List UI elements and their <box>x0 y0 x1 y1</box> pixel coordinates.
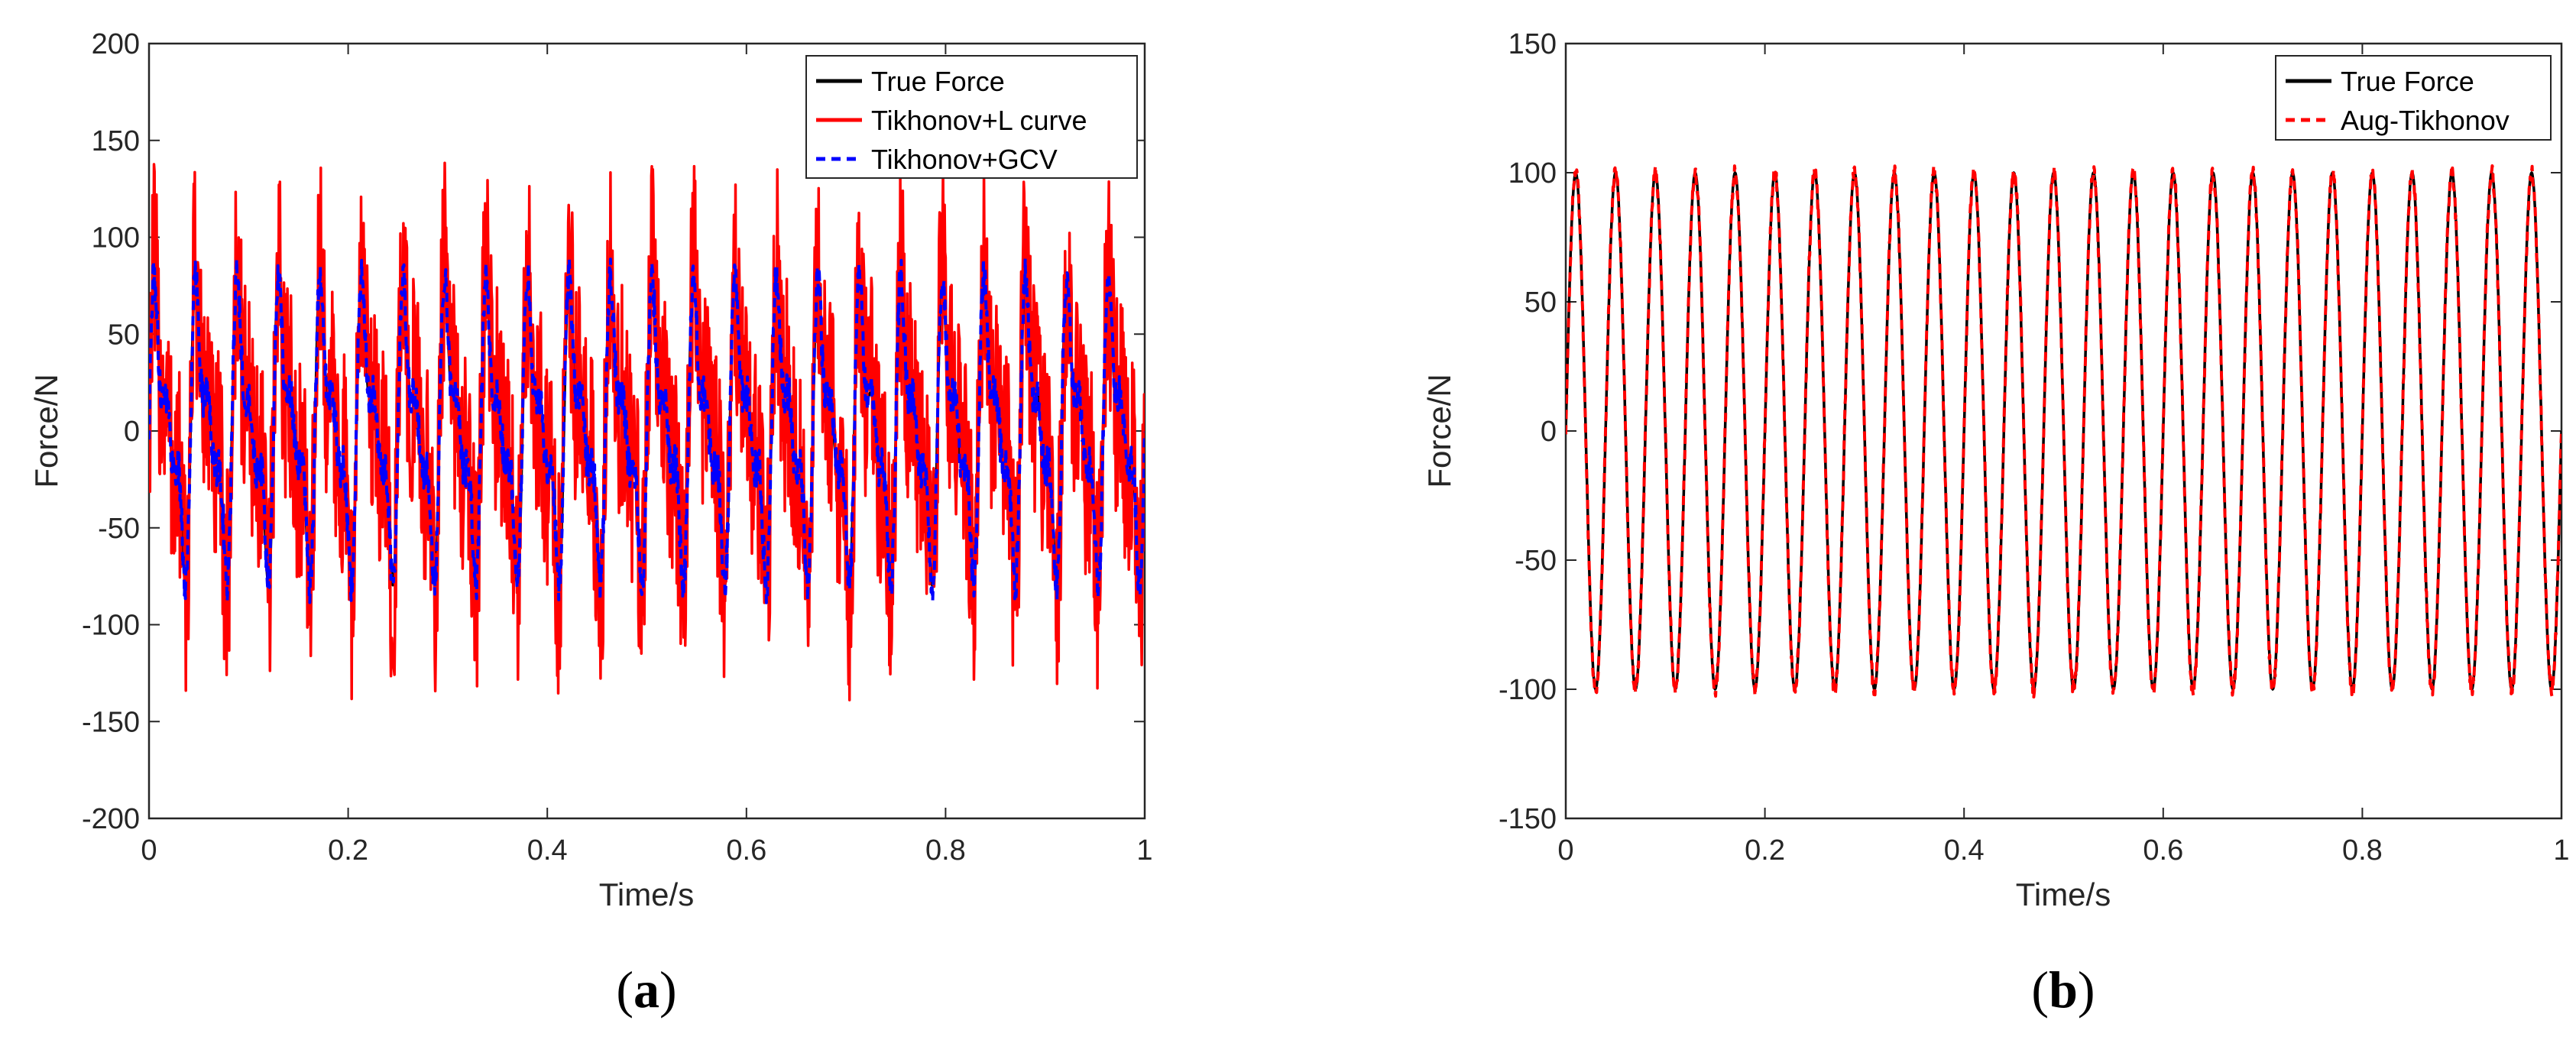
ticks-b: 0 0.2 0.4 0.6 0.8 1 -150 -100 -50 0 50 100 150 <box>1499 28 2570 867</box>
caption-b: (b) <box>2031 961 2095 1019</box>
x-axis-label-b: Time/s <box>2016 876 2111 912</box>
y-tick-label: -200 <box>82 803 140 835</box>
chart-panel-a: 0 0.2 0.4 0.6 0.8 1 -200 -150 -100 -50 0 50 100 150 20… <box>28 28 1153 1019</box>
y-tick-label: 200 <box>92 28 140 60</box>
x-tick-label: 0 <box>141 834 157 867</box>
y-tick-label: -100 <box>82 610 140 642</box>
legend-label-l-curve-a: Tikhonov+L curve <box>871 105 1087 136</box>
caption-letter-a: a <box>633 961 659 1019</box>
chart-panel-b: 0 0.2 0.4 0.6 0.8 1 -150 -100 -50 0 50 100 150 Time/… <box>1421 28 2570 1019</box>
y-tick-label: 100 <box>1508 157 1557 190</box>
x-tick-label: 1 <box>1136 834 1152 867</box>
x-tick-label: 0 <box>1557 834 1573 867</box>
y-tick-label: -150 <box>1499 803 1557 835</box>
series-lines-b <box>1566 164 2561 699</box>
x-tick-label: 0.8 <box>2342 834 2383 867</box>
x-tick-label: 0.4 <box>1944 834 1985 867</box>
x-tick-label: 0.8 <box>925 834 966 867</box>
x-tick-label: 0.2 <box>328 834 368 867</box>
legend-label-true-force-a: True Force <box>871 66 1005 97</box>
y-tick-label: -50 <box>98 513 140 545</box>
y-tick-label: -50 <box>1515 545 1557 577</box>
y-tick-label: 100 <box>92 222 140 254</box>
y-axis-label-b: Force/N <box>1421 374 1457 488</box>
legend-b: True Force Aug-Tikhonov <box>2275 55 2552 141</box>
caption-a: (a) <box>616 961 676 1019</box>
legend-label-aug-tikhonov-b: Aug-Tikhonov <box>2341 105 2510 136</box>
y-tick-label: -100 <box>1499 674 1557 706</box>
y-axis-label-a: Force/N <box>28 374 64 488</box>
y-tick-label: 0 <box>1541 416 1557 448</box>
series-line-aug-tikhonov <box>1566 164 2561 699</box>
y-tick-label: 50 <box>108 319 140 351</box>
legend-box-b <box>2275 55 2552 141</box>
x-axis-label-a: Time/s <box>599 876 694 912</box>
x-tick-label: 0.4 <box>527 834 568 867</box>
y-tick-label: 0 <box>124 416 140 448</box>
y-tick-label: -150 <box>82 706 140 738</box>
series-line-tikhonov-gcv <box>149 257 1145 604</box>
legend-label-gcv-a: Tikhonov+GCV <box>871 144 1058 175</box>
ticks-a: 0 0.2 0.4 0.6 0.8 1 -200 -150 -100 -50 0 50 100 150 20… <box>82 28 1153 867</box>
y-tick-label: 150 <box>92 125 140 157</box>
series-lines-a <box>149 161 1145 701</box>
y-tick-label: 150 <box>1508 28 1557 60</box>
x-tick-label: 0.6 <box>726 834 766 867</box>
caption-letter-b: b <box>2049 961 2078 1019</box>
y-tick-label: 50 <box>1525 287 1557 319</box>
legend-box-a <box>805 55 1138 179</box>
x-tick-label: 1 <box>2553 834 2569 867</box>
x-tick-label: 0.6 <box>2143 834 2183 867</box>
legend-a: True Force Tikhonov+L curve Tikhonov+GCV <box>805 55 1138 179</box>
x-tick-label: 0.2 <box>1745 834 1785 867</box>
legend-label-true-force-b: True Force <box>2341 66 2474 97</box>
